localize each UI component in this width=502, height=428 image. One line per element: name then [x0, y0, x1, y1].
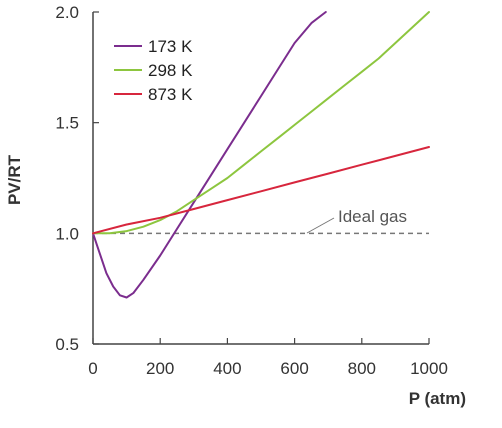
- y-tick-label: 0.5: [55, 335, 79, 354]
- ideal-gas-label: Ideal gas: [338, 207, 407, 226]
- legend-label-173k: 173 K: [148, 37, 193, 56]
- y-tick-label: 1.0: [55, 224, 79, 243]
- legend-box: [106, 20, 212, 106]
- x-tick-label: 1000: [410, 359, 448, 378]
- x-axis-title: P (atm): [409, 389, 466, 408]
- y-axis-title: PV/RT: [5, 154, 24, 205]
- x-tick-label: 400: [213, 359, 241, 378]
- ideal-gas-leader-line: [306, 217, 335, 234]
- ticks-group: 0 200 400 600 800 1000 0.5 1.0 1.5 2.0: [55, 3, 448, 378]
- series-line-1: [92, 11, 430, 235]
- legend: 173 K 298 K 873 K: [106, 20, 212, 106]
- y-tick-label: 1.5: [55, 114, 79, 133]
- series-line-0: [92, 11, 327, 299]
- x-tick-label: 200: [146, 359, 174, 378]
- x-tick-label: 800: [348, 359, 376, 378]
- x-tick-label: 0: [88, 359, 97, 378]
- legend-label-298k: 298 K: [148, 61, 193, 80]
- series-line-2: [92, 146, 430, 235]
- legend-label-873k: 873 K: [148, 85, 193, 104]
- series-lines-group: [92, 11, 430, 299]
- y-tick-label: 2.0: [55, 3, 79, 22]
- x-tick-label: 600: [280, 359, 308, 378]
